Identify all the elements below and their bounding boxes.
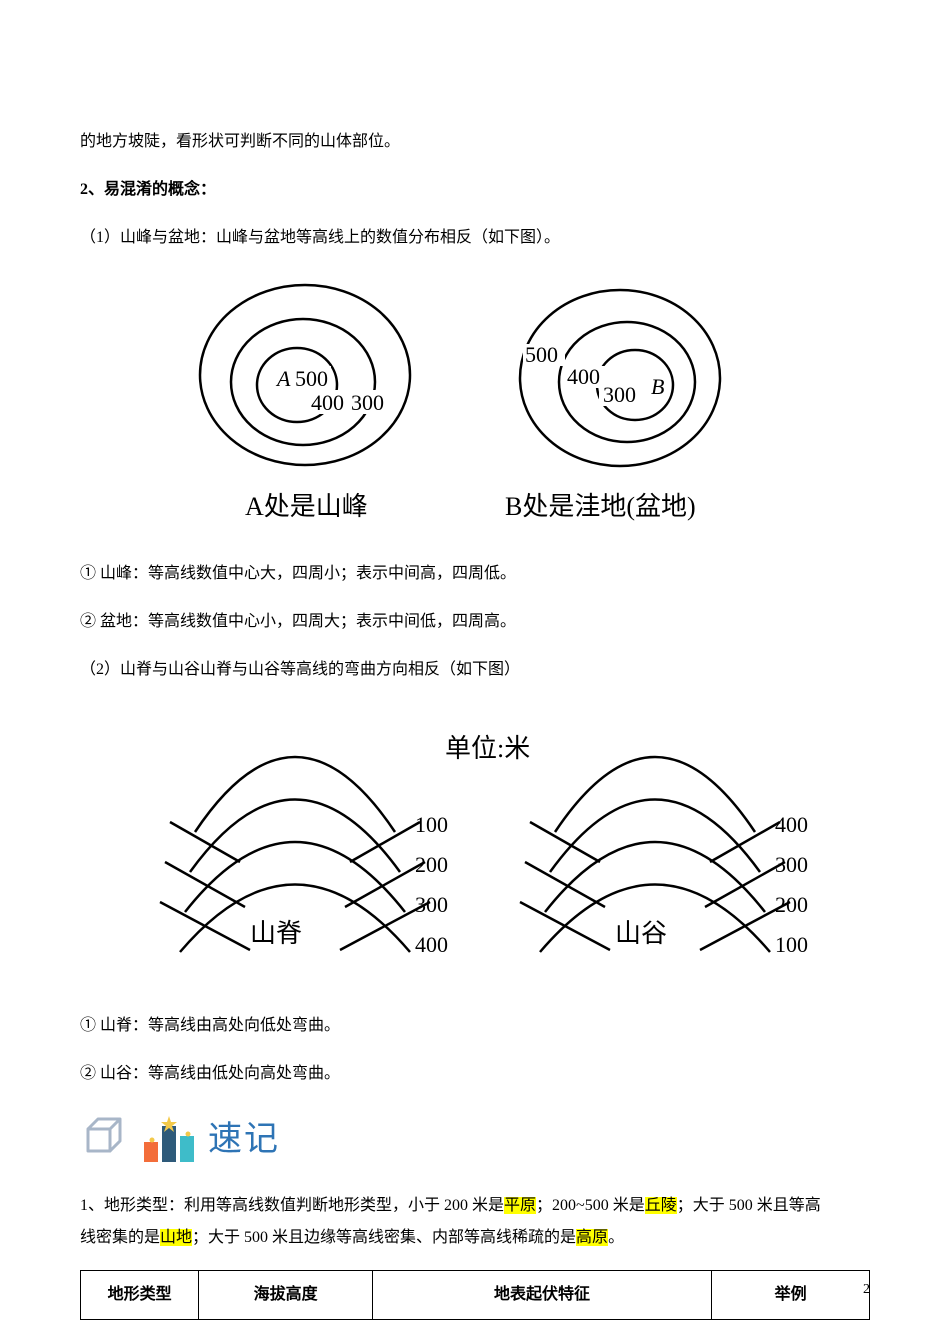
label-A: A: [275, 366, 291, 391]
caption-B: B处是洼地(盆地): [505, 492, 696, 521]
contour-peak: A 500 400 300 A处是山峰: [200, 285, 410, 521]
th-example: 举例: [712, 1271, 870, 1320]
table-row: 地形类型 海拔高度 地表起伏特征 举例: [81, 1271, 870, 1320]
suji-heading: 速记: [80, 1106, 870, 1174]
section-2-title: 2、易混淆的概念：: [80, 174, 870, 206]
th-feature: 地表起伏特征: [372, 1271, 711, 1320]
terrain-hl-plateau: 高原: [576, 1229, 608, 1246]
valley-400: 400: [775, 812, 808, 837]
valley-300: 300: [775, 852, 808, 877]
terrain-hl-plain: 平原: [504, 1197, 536, 1214]
val-B-400: 400: [567, 364, 600, 389]
sec2-1-item2: ② 盆地：等高线数值中心小，四周大；表示中间低，四周高。: [80, 606, 870, 638]
suji-label: 速记: [208, 1106, 280, 1174]
section-2-1: （1）山峰与盆地：山峰与盆地等高线上的数值分布相反（如下图）。: [80, 222, 870, 254]
th-type: 地形类型: [81, 1271, 199, 1320]
cube-icon: [80, 1115, 130, 1165]
terrain-table: 地形类型 海拔高度 地表起伏特征 举例: [80, 1270, 870, 1320]
sec2-2-item1: ① 山脊：等高线由高处向低处弯曲。: [80, 1010, 870, 1042]
unit-label: 单位:米: [445, 734, 530, 763]
valley-label: 山谷: [615, 919, 667, 948]
section-2-2: （2）山脊与山谷山脊与山谷等高线的弯曲方向相反（如下图）: [80, 654, 870, 686]
ridge-300: 300: [415, 892, 448, 917]
sec2-1-item1: ① 山峰：等高线数值中心大，四周小；表示中间高，四周低。: [80, 558, 870, 590]
val-B-500: 500: [525, 342, 558, 367]
val-B-300: 300: [603, 382, 636, 407]
val-A-400: 400: [311, 390, 344, 415]
terrain-mid1: ；200~500 米是: [536, 1197, 645, 1214]
intro-line: 的地方坡陡，看形状可判断不同的山体部位。: [80, 126, 870, 158]
ridge-200: 200: [415, 852, 448, 877]
figure-peak-basin: A 500 400 300 A处是山峰 500 400 300 B B处是洼地(…: [80, 270, 870, 542]
label-B: B: [651, 374, 664, 399]
ridge-100: 100: [415, 812, 448, 837]
valley-200: 200: [775, 892, 808, 917]
th-elev: 海拔高度: [199, 1271, 373, 1320]
caption-A: A处是山峰: [245, 492, 368, 521]
terrain-hl-mountain: 山地: [160, 1229, 192, 1246]
terrain-line2-end: 。: [608, 1229, 624, 1246]
terrain-mid2: ；大于 500 米且等高: [677, 1197, 821, 1214]
valley-100: 100: [775, 932, 808, 957]
document-page: 的地方坡陡，看形状可判断不同的山体部位。 2、易混淆的概念： （1）山峰与盆地：…: [0, 0, 950, 1344]
figure-ridge-valley: 单位:米 100 200 300 400 山脊: [80, 702, 870, 994]
val-A-300: 300: [351, 390, 384, 415]
contour-basin: 500 400 300 B B处是洼地(盆地): [505, 290, 720, 521]
terrain-line2-pre: 线密集的是: [80, 1229, 160, 1246]
sec2-2-item2: ② 山谷：等高线由低处向高处弯曲。: [80, 1058, 870, 1090]
val-A-500: 500: [295, 366, 328, 391]
terrain-hl-hill: 丘陵: [645, 1197, 677, 1214]
ridge-400: 400: [415, 932, 448, 957]
ridge-label: 山脊: [250, 919, 302, 948]
terrain-line2-mid: ；大于 500 米且边缘等高线密集、内部等高线稀疏的是: [192, 1229, 576, 1246]
bar-chart-icon: [140, 1114, 198, 1166]
terrain-pre1: 1、地形类型：利用等高线数值判断地形类型，小于 200 米是: [80, 1197, 504, 1214]
terrain-paragraph: 1、地形类型：利用等高线数值判断地形类型，小于 200 米是平原；200~500…: [80, 1190, 870, 1254]
page-number: 2: [863, 1276, 870, 1304]
